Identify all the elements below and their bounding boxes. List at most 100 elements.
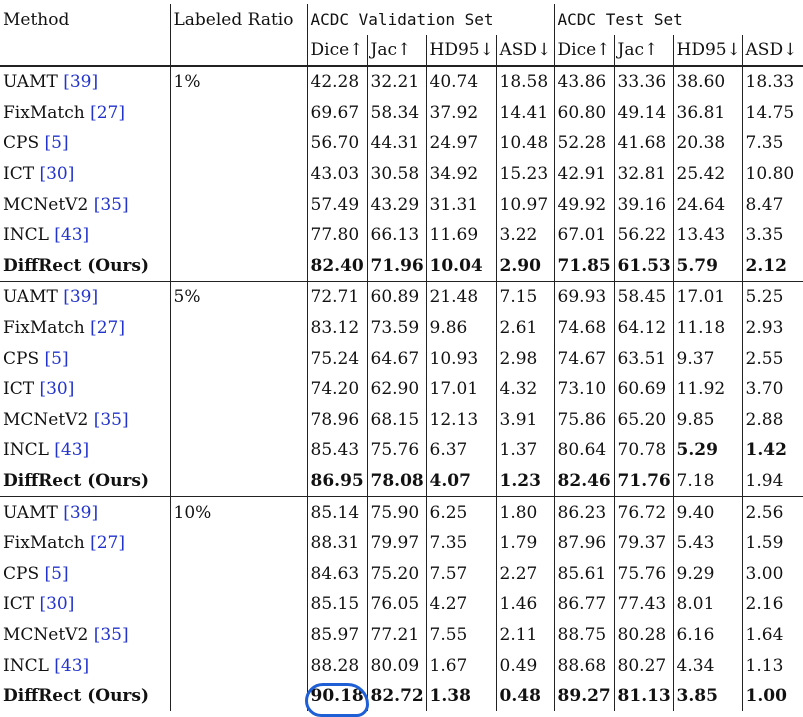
metric-value: 75.76: [613, 558, 674, 590]
table-row: FixMatch [27] 83.12 73.59 9.86 2.61 74.68 64.1…: [0, 312, 803, 344]
metric-value: 75.90: [366, 496, 426, 528]
table-row: FixMatch [27] 88.31 79.97 7.35 1.79 87.96 79.3…: [0, 527, 803, 559]
metric-value: 64.67: [366, 343, 426, 374]
table-row: CPS [5] 56.70 44.31 24.97 10.48 52.28 41.68 20.…: [0, 128, 803, 159]
metric-value: 77.21: [366, 619, 426, 651]
metric-value: 12.13: [425, 404, 496, 436]
metric-value: 2.93: [741, 312, 803, 344]
metric-value: 7.57: [425, 558, 496, 590]
metric-value: 80.27: [613, 650, 674, 681]
method-name: INCL [43]: [0, 219, 171, 251]
header-empty: [170, 35, 308, 67]
labeled-ratio: [170, 680, 308, 712]
metric-value: 9.86: [425, 312, 496, 344]
citation-link[interactable]: [27]: [90, 102, 125, 123]
metric-value: 34.92: [425, 158, 496, 190]
citation-link[interactable]: [35]: [93, 409, 129, 430]
metric-value: 86.23: [553, 496, 615, 528]
labeled-ratio: [170, 527, 308, 559]
metric-value: 1.64: [741, 619, 803, 651]
citation-link[interactable]: [30]: [39, 164, 75, 185]
method-name: ICT [30]: [0, 158, 171, 190]
metric-value: 88.31: [306, 527, 367, 559]
citation-link[interactable]: [27]: [90, 318, 125, 339]
citation-link[interactable]: [5]: [44, 133, 69, 154]
metric-value: 52.28: [553, 128, 615, 159]
citation-link[interactable]: [5]: [44, 563, 69, 584]
citation-link[interactable]: [39]: [63, 287, 99, 308]
table-row: DiffRect (Ours) 86.95 78.08 4.07 1.23 82.46 71…: [0, 465, 803, 497]
metric-value: 70.78: [613, 435, 674, 466]
method-label: ICT: [3, 594, 35, 615]
metric-value: 1.00: [741, 680, 803, 712]
citation-link[interactable]: [39]: [63, 72, 99, 93]
metric-value: 89.27: [553, 680, 615, 712]
metric-value: 2.90: [495, 250, 555, 282]
metric-value: 24.97: [425, 128, 496, 159]
labeled-ratio: [170, 97, 308, 129]
header-metric: Dice↑: [306, 35, 367, 67]
table-row: DiffRect (Ours) 90.18 82.72 1.38 0.48 89.27 81…: [0, 680, 803, 712]
labeled-ratio: [170, 158, 308, 190]
metric-value: 3.91: [495, 404, 555, 436]
citation-link[interactable]: [30]: [39, 379, 75, 400]
labeled-ratio: [170, 435, 308, 466]
metric-value: 74.67: [553, 343, 615, 374]
metric-value: 74.68: [553, 312, 615, 344]
metric-value: 71.85: [553, 250, 615, 282]
metric-value: 85.15: [306, 589, 367, 620]
labeled-ratio: [170, 312, 308, 344]
metric-value: 75.76: [366, 435, 426, 466]
metric-value: 44.31: [366, 128, 426, 159]
metric-value: 66.13: [366, 219, 426, 251]
metric-value: 82.40: [306, 250, 367, 282]
labeled-ratio: 5%: [170, 281, 308, 313]
metric-value: 82.72: [366, 680, 426, 712]
citation-link[interactable]: [43]: [54, 655, 90, 676]
metric-value: 24.64: [672, 189, 743, 220]
method-label: FixMatch: [3, 102, 85, 123]
metric-value: 86.95: [306, 465, 367, 497]
method-label: CPS: [3, 133, 40, 154]
metric-value: 1.23: [495, 465, 555, 497]
metric-value: 7.55: [425, 619, 496, 651]
metric-value: 3.70: [741, 373, 803, 405]
metric-value: 74.20: [306, 373, 367, 405]
table-row: INCL [43] 85.43 75.76 6.37 1.37 80.64 70.78 5.2…: [0, 435, 803, 466]
method-label: CPS: [3, 348, 40, 369]
metric-value: 39.16: [613, 189, 674, 220]
table-row: ICT [30] 43.03 30.58 34.92 15.23 42.91 32.81 25…: [0, 158, 803, 190]
metric-value: 20.38: [672, 128, 743, 159]
metric-value: 11.69: [425, 219, 496, 251]
labeled-ratio: 1%: [170, 66, 308, 98]
citation-link[interactable]: [35]: [93, 194, 129, 215]
metric-value: 1.42: [741, 435, 803, 466]
metric-value: 6.37: [425, 435, 496, 466]
citation-link[interactable]: [27]: [90, 533, 125, 554]
citation-link[interactable]: [35]: [93, 624, 129, 645]
table-row: CPS [5] 84.63 75.20 7.57 2.27 85.61 75.76 9.29 3…: [0, 558, 803, 590]
metric-value: 1.67: [425, 650, 496, 681]
metric-value: 10.04: [425, 250, 496, 282]
metric-value: 31.31: [425, 189, 496, 220]
citation-link[interactable]: [39]: [63, 502, 99, 523]
metric-value: 7.35: [741, 128, 803, 159]
metric-value: 86.77: [553, 589, 615, 620]
citation-link[interactable]: [30]: [39, 594, 75, 615]
table-row: INCL [43] 77.80 66.13 11.69 3.22 67.01 56.22 13…: [0, 219, 803, 251]
citation-link[interactable]: [43]: [54, 225, 90, 246]
metric-value: 10.93: [425, 343, 496, 374]
metric-value: 9.29: [672, 558, 743, 590]
citation-link[interactable]: [43]: [54, 440, 90, 461]
metric-value: 1.94: [741, 465, 803, 497]
citation-link[interactable]: [5]: [44, 348, 69, 369]
method-label: INCL: [3, 655, 49, 676]
metric-value: 5.25: [741, 281, 803, 313]
method-label: FixMatch: [3, 318, 85, 339]
method-name: ICT [30]: [0, 589, 171, 620]
method-name: INCL [43]: [0, 650, 171, 681]
metric-value: 4.07: [425, 465, 496, 497]
method-name: CPS [5]: [0, 343, 171, 374]
metric-value: 77.80: [306, 219, 367, 251]
metric-value: 2.27: [495, 558, 555, 590]
